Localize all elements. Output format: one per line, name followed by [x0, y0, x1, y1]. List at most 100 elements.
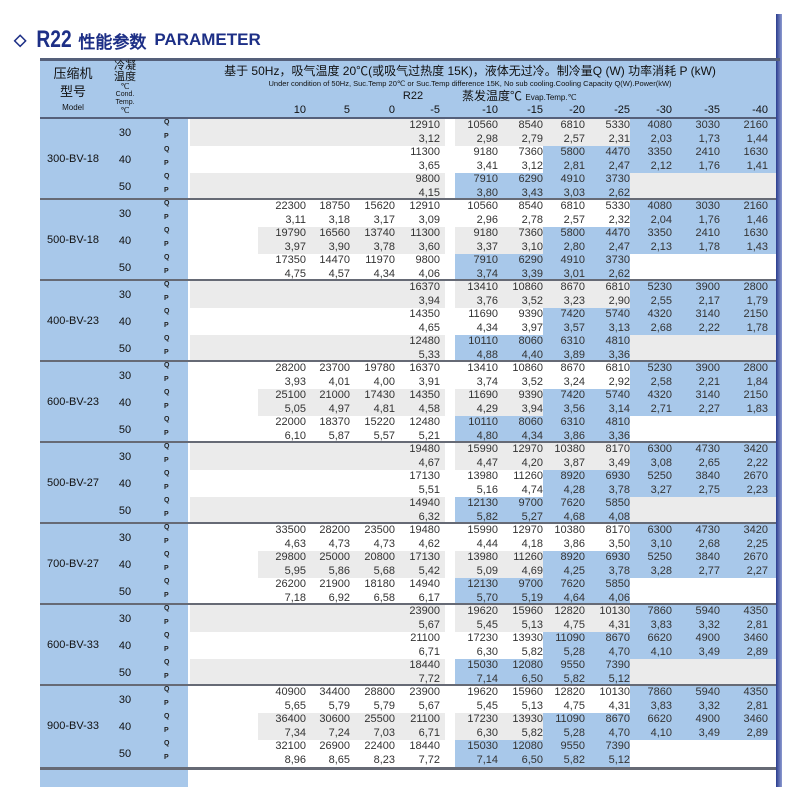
power-value: 3,27 — [650, 483, 672, 496]
highlight-cell — [543, 173, 585, 200]
capacity-value: 8920 — [560, 470, 585, 482]
capacity-value: 8540 — [518, 200, 543, 212]
divider — [40, 58, 780, 61]
row-label-p: P — [164, 402, 169, 410]
highlight-cell — [630, 308, 672, 335]
evap-temp-col: -15 — [527, 104, 543, 116]
evap-temp-cn: 蒸发温度℃ — [462, 89, 523, 103]
capacity-value: 6300 — [647, 443, 672, 455]
capacity-value: 32100 — [275, 740, 306, 752]
shaded-cell — [395, 227, 445, 254]
diamond-outline-icon: ◇ — [14, 32, 27, 49]
row-label-p: P — [164, 510, 169, 518]
capacity-value: 3420 — [743, 524, 768, 536]
capacity-value: 2800 — [743, 281, 768, 293]
highlight-cell — [585, 632, 630, 659]
power-value: 5,27 — [521, 510, 543, 523]
highlight-cell — [498, 416, 543, 443]
capacity-value: 5940 — [695, 686, 720, 698]
row-label-q: Q — [164, 173, 170, 180]
shaded-cell — [498, 281, 543, 308]
row-label-q: Q — [164, 497, 170, 504]
row-label-q: Q — [164, 335, 170, 342]
capacity-value: 8170 — [605, 524, 630, 536]
capacity-value: 3460 — [743, 632, 768, 644]
highlight-cell — [455, 659, 498, 686]
cond-header-en: Cond. — [115, 91, 135, 98]
title-cn: 性能参数 — [78, 32, 147, 52]
power-value: 5,57 — [373, 429, 395, 442]
capacity-value: 18750 — [319, 200, 350, 212]
shaded-cell — [672, 335, 720, 362]
highlight-cell — [543, 659, 585, 686]
power-value: 2,23 — [746, 483, 768, 496]
power-value: 2,81 — [746, 699, 768, 712]
power-value: 4,18 — [521, 537, 543, 550]
power-value: 6,58 — [373, 591, 395, 604]
capacity-value: 9700 — [518, 497, 543, 509]
row-label-p: P — [164, 645, 169, 653]
highlight-cell — [585, 308, 630, 335]
highlight-cell — [672, 551, 720, 578]
capacity-value: 3420 — [743, 443, 768, 455]
power-value: 5,68 — [373, 564, 395, 577]
highlight-cell — [585, 578, 630, 605]
shaded-cell — [395, 389, 445, 416]
evap-temp-col: -30 — [656, 104, 672, 116]
capacity-value: 2150 — [743, 389, 768, 401]
model-name: 500-BV-27 — [47, 477, 99, 489]
shaded-cell — [395, 659, 445, 686]
capacity-value: 5230 — [647, 362, 672, 374]
capacity-value: 15960 — [512, 605, 543, 617]
highlight-cell — [585, 146, 630, 173]
capacity-value: 19620 — [467, 686, 498, 698]
highlight-cell — [543, 335, 585, 362]
power-value: 3,36 — [608, 348, 630, 361]
shaded-cell — [350, 173, 395, 200]
capacity-value: 6310 — [560, 416, 585, 428]
capacity-value: 4900 — [695, 713, 720, 725]
power-value: 2,58 — [650, 375, 672, 388]
power-value: 1,78 — [698, 240, 720, 253]
shaded-cell — [498, 389, 543, 416]
power-value: 4,31 — [608, 618, 630, 631]
capacity-value: 19790 — [275, 227, 306, 239]
power-value: 3,41 — [476, 159, 498, 172]
power-value: 3,74 — [476, 267, 498, 280]
highlight-cell — [630, 200, 672, 227]
cond-temp: 30 — [118, 208, 132, 220]
power-value: 7,03 — [373, 726, 395, 739]
power-value: 4,97 — [328, 402, 350, 415]
power-value: 5,21 — [418, 429, 440, 442]
cond-header-en2: Temp. — [115, 99, 135, 106]
power-value: 2,78 — [521, 213, 543, 226]
power-value: 2,77 — [698, 564, 720, 577]
shaded-cell — [585, 443, 630, 470]
highlight-cell — [543, 308, 585, 335]
power-value: 4,10 — [650, 726, 672, 739]
shaded-cell — [395, 713, 445, 740]
highlight-cell — [630, 362, 672, 389]
capacity-value: 11260 — [513, 470, 543, 482]
power-value: 5,33 — [418, 348, 440, 361]
power-value: 6,30 — [476, 726, 498, 739]
shaded-cell — [498, 605, 543, 632]
capacity-value: 3350 — [647, 146, 672, 158]
shaded-cell — [585, 605, 630, 632]
power-value: 5,45 — [476, 618, 498, 631]
power-value: 3,97 — [521, 321, 543, 334]
highlight-cell — [630, 470, 672, 497]
evap-temp-col: -25 — [614, 104, 630, 116]
power-value: 1,79 — [746, 294, 768, 307]
power-value: 2,68 — [698, 537, 720, 550]
capacity-value: 40900 — [275, 686, 306, 698]
highlight-cell — [630, 389, 672, 416]
shaded-cell — [455, 227, 498, 254]
capacity-value: 4350 — [743, 605, 768, 617]
power-value: 8,96 — [284, 753, 306, 766]
highlight-cell — [720, 551, 776, 578]
power-value: 3,37 — [476, 240, 498, 253]
power-value: 4,75 — [563, 618, 585, 631]
power-value: 2,89 — [746, 645, 768, 658]
row-label-p: P — [164, 591, 169, 599]
